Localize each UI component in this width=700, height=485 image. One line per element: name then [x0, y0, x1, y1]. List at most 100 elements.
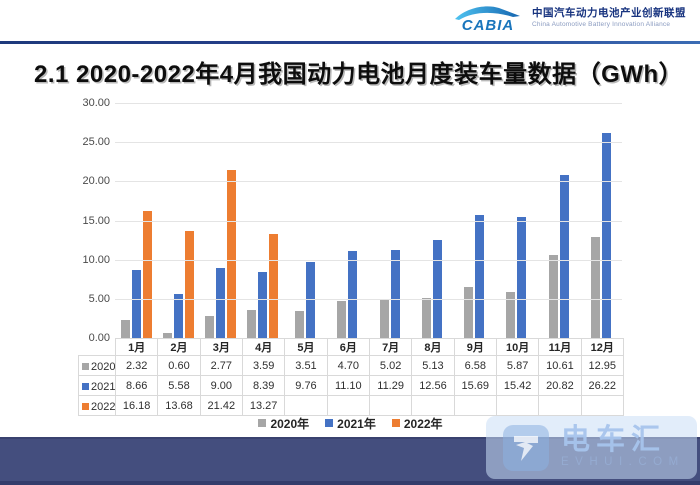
gridline: [115, 298, 622, 300]
gridline: [115, 142, 622, 144]
table-month-header: 6月: [326, 338, 370, 356]
table-month-header: 12月: [580, 338, 624, 356]
car-swoosh-icon: [455, 6, 520, 20]
header: CABIA 中国汽车动力电池产业创新联盟 China Automotive Ba…: [0, 0, 700, 41]
cabia-logo: CABIA 中国汽车动力电池产业创新联盟 China Automotive Ba…: [452, 3, 686, 34]
legend-label: 2020年: [270, 416, 310, 431]
bars-row: [115, 103, 622, 338]
bar-2021年-8月: [432, 239, 442, 338]
bar-2021年-10月: [517, 217, 527, 338]
bar-2022年-1月: [142, 211, 152, 338]
table-month-header: 2月: [157, 338, 201, 356]
bar-2021年-3月: [216, 267, 226, 338]
bar-2020年-1月: [120, 319, 130, 338]
table-value-cell: 12.56: [411, 375, 455, 396]
bar-group-6月: [326, 103, 368, 338]
table-value-cell: 20.82: [538, 375, 582, 396]
legend-color-swatch: [391, 419, 400, 427]
table-value-cell: 4.70: [326, 355, 370, 376]
bar-2020年-2月: [162, 333, 172, 338]
series-color-swatch: [82, 363, 89, 371]
table-value-cell: [284, 395, 328, 416]
bar-2020年-7月: [379, 298, 389, 338]
table-value-cell: 13.68: [157, 395, 201, 416]
y-axis-tick-label: 10.00: [82, 253, 110, 266]
table-value-cell: 2.77: [199, 355, 243, 376]
table-value-cell: 2.32: [114, 355, 159, 376]
org-name-en: China Automotive Battery Innovation Alli…: [532, 20, 671, 28]
legend-label: 2022年: [403, 416, 443, 431]
y-axis-tick-label: 0.00: [88, 332, 110, 344]
legend-color-swatch: [258, 419, 267, 427]
table-value-cell: [411, 395, 455, 416]
gridline: [115, 103, 622, 104]
table-value-cell: [368, 395, 413, 416]
bar-2021年-7月: [390, 249, 400, 338]
bar-group-4月: [242, 103, 284, 338]
table-row-label: 2022年: [78, 395, 116, 416]
evhui-watermark: 电车汇 EVHUI.COM: [486, 416, 697, 479]
org-names: 中国汽车动力电池产业创新联盟 China Automotive Battery …: [532, 7, 686, 29]
bar-2020年-6月: [337, 301, 347, 338]
bar-2020年-4月: [247, 309, 257, 338]
evhui-brand: 电车汇: [561, 424, 667, 456]
table-value-cell: 12.95: [580, 355, 624, 376]
legend-item-2020年: 2020年: [258, 415, 309, 432]
org-name-cn: 中国汽车动力电池产业创新联盟: [532, 6, 686, 19]
table-row-label: 2020年: [78, 355, 116, 376]
legend-label: 2021年: [337, 416, 376, 431]
table-value-cell: [580, 395, 624, 416]
cabia-logo-mark: CABIA: [452, 3, 524, 34]
evhui-logo-icon: [503, 424, 549, 471]
bar-2021年-2月: [173, 294, 183, 338]
data-table: 1月2月3月4月5月6月7月8月9月10月11月12月2020年2.320.60…: [78, 338, 624, 416]
table-value-cell: 0.60: [157, 355, 201, 376]
gridline: [115, 259, 622, 261]
plot-area: [115, 103, 622, 338]
table-value-cell: 9.00: [199, 375, 243, 396]
table-month-header: 11月: [538, 338, 582, 356]
bar-2020年-8月: [421, 297, 431, 338]
table-value-cell: 11.10: [326, 375, 370, 396]
bar-2020年-9月: [464, 286, 474, 338]
bar-2020年-5月: [295, 310, 305, 338]
series-color-swatch: [82, 383, 89, 391]
bar-2021年-11月: [559, 174, 569, 338]
bar-2020年-3月: [205, 316, 215, 338]
table-value-cell: 16.18: [114, 395, 159, 416]
table-month-header: 1月: [114, 338, 159, 356]
table-row-label: 2021年: [78, 375, 116, 396]
bar-group-2月: [157, 103, 199, 338]
table-month-header-row: 1月 2月 3月 4月 5月 6月 7月 8月 9月 10月 11月 12月: [78, 338, 624, 356]
series-color-swatch: [82, 403, 89, 411]
table-month-header: 7月: [368, 338, 413, 356]
cabia-wordmark: CABIA: [461, 17, 515, 34]
table-value-cell: 8.39: [241, 375, 286, 396]
evhui-text: 电车汇 EVHUI.COM: [561, 425, 685, 470]
legend-item-2022年: 2022年: [391, 415, 443, 432]
bar-2022年-2月: [184, 230, 194, 338]
chart-legend: 2020年 2021年 2022年: [78, 415, 623, 431]
y-axis-tick-label: 20.00: [82, 175, 110, 188]
bar-2021年-9月: [475, 215, 485, 338]
page-title: 2.1 2020-2022年4月我国动力电池月度装车量数据（GWh）: [34, 61, 684, 88]
table-value-cell: 5.58: [157, 375, 201, 396]
table-value-cell: 13.27: [241, 395, 286, 416]
bolt-icon: [514, 435, 538, 461]
bar-2020年-10月: [506, 292, 516, 338]
table-month-header: 5月: [284, 338, 328, 356]
table-month-header: 10月: [495, 338, 540, 356]
table-corner-cell: [78, 338, 116, 356]
bar-2022年-3月: [227, 170, 237, 338]
bar-group-7月: [369, 103, 411, 338]
bar-chart: 1月2月3月4月5月6月7月8月9月10月11月12月2020年2.320.60…: [78, 95, 624, 435]
table-value-cell: 11.29: [368, 375, 413, 396]
table-value-cell: 5.87: [495, 355, 540, 376]
bar-2021年-12月: [601, 132, 611, 338]
header-divider: [0, 41, 700, 44]
y-axis-tick-label: 5.00: [88, 292, 110, 305]
table-value-cell: 5.13: [411, 355, 455, 376]
legend-color-swatch: [325, 419, 334, 427]
table-month-header: 4月: [241, 338, 286, 356]
